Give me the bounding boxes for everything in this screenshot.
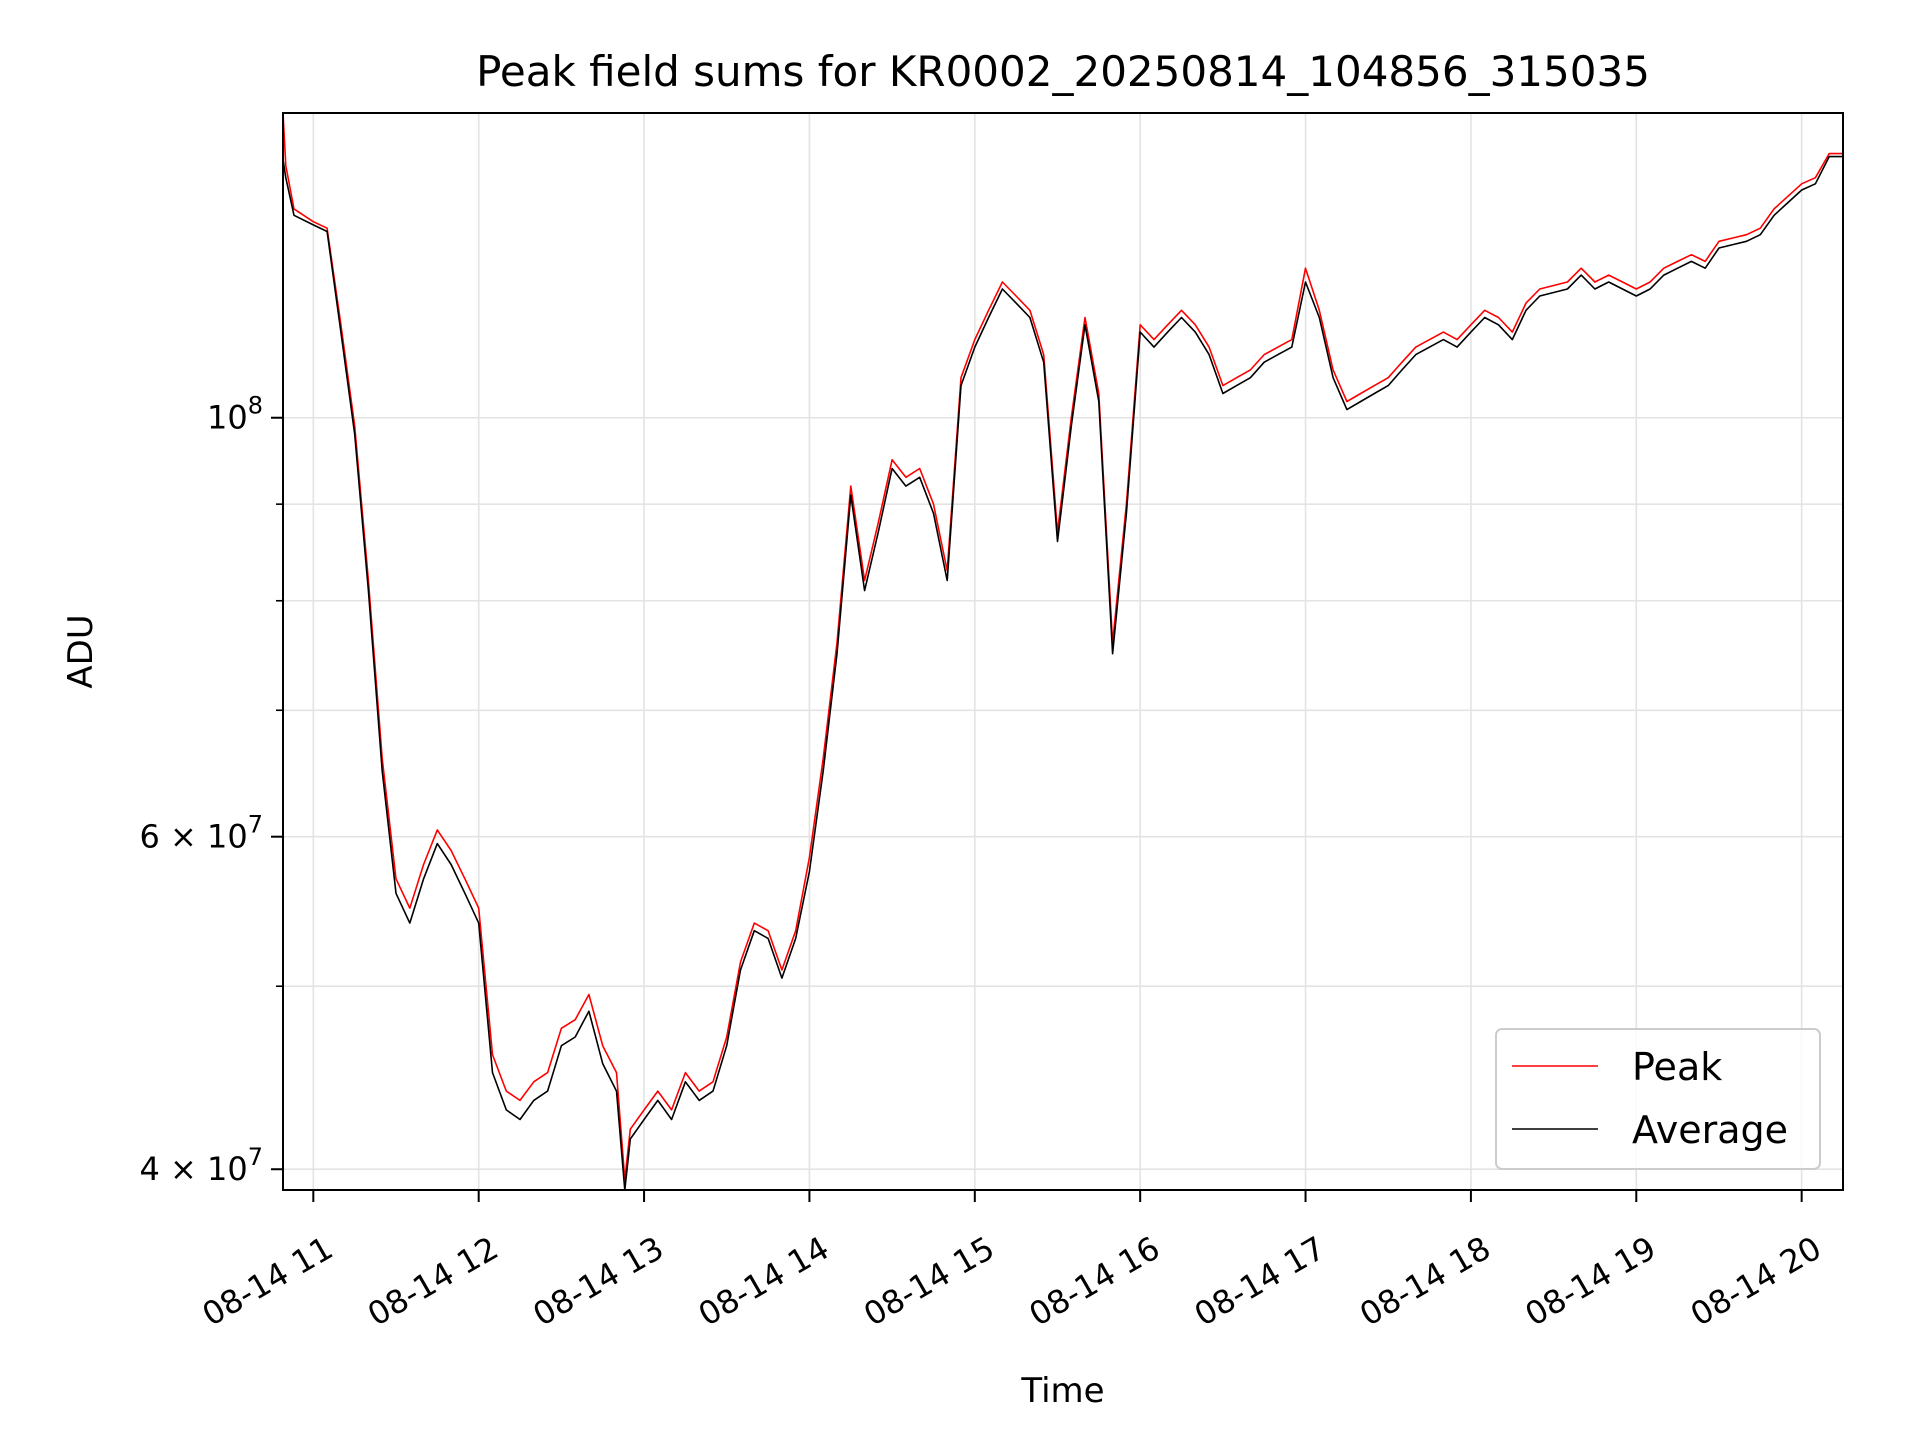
grid (283, 113, 1843, 1190)
series-layer (283, 113, 1843, 1190)
x-axis-label: Time (1020, 1371, 1104, 1411)
legend-box (1495, 1028, 1821, 1170)
y-tick-exponent: 7 (248, 1143, 263, 1171)
y-tick-times: × (160, 818, 207, 856)
chart-title: Peak field sums for KR0002_20250814_1048… (476, 47, 1650, 96)
y-tick-ten: 10 (207, 399, 248, 437)
series-line-average (283, 155, 1843, 1190)
y-axis-label: ADU (61, 614, 101, 688)
plot-frame (282, 112, 1844, 1191)
y-tick-base: 4 (139, 1150, 159, 1188)
y-tick-label: 108 (207, 392, 263, 437)
y-tick-label: 4 × 107 (139, 1143, 263, 1188)
y-tick-exponent: 7 (248, 811, 263, 839)
y-tick-base: 6 (139, 818, 159, 856)
y-tick-times: × (160, 1150, 207, 1188)
legend: Peak Average (1495, 1028, 1821, 1170)
y-tick-ten: 10 (207, 1150, 248, 1188)
y-tick-ten: 10 (207, 818, 248, 856)
y-tick-label: 6 × 107 (139, 811, 263, 856)
legend-label-peak: Peak (1632, 1045, 1722, 1089)
legend-label-average: Average (1632, 1108, 1788, 1152)
y-tick-exponent: 8 (248, 392, 263, 420)
